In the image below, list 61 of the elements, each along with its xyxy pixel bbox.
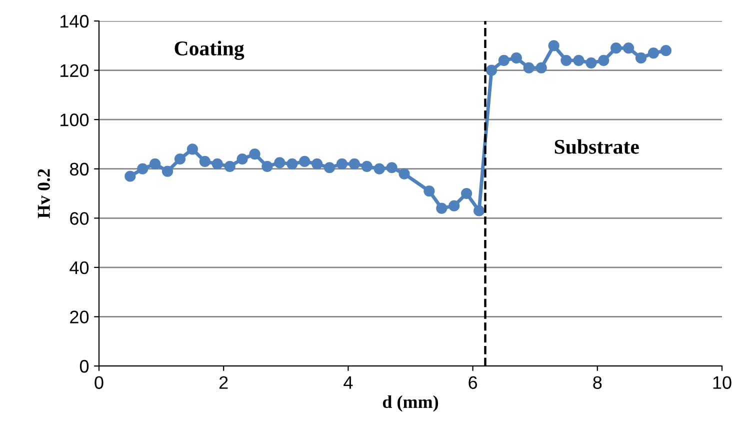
point bbox=[150, 158, 161, 170]
point bbox=[124, 170, 136, 182]
y-tick-label: 0 bbox=[80, 360, 89, 373]
point bbox=[311, 158, 323, 170]
point bbox=[212, 158, 223, 170]
point bbox=[448, 200, 460, 212]
point bbox=[610, 42, 622, 54]
point bbox=[299, 156, 310, 168]
point bbox=[336, 158, 348, 170]
point bbox=[536, 62, 547, 74]
point bbox=[461, 188, 472, 200]
annotation: Coating bbox=[174, 40, 244, 60]
point bbox=[573, 54, 584, 66]
point bbox=[374, 163, 385, 174]
point bbox=[498, 54, 510, 66]
point bbox=[622, 42, 634, 54]
point bbox=[286, 158, 298, 170]
annotation: Substrate bbox=[554, 139, 639, 154]
point bbox=[199, 156, 210, 168]
point bbox=[523, 62, 534, 74]
point bbox=[174, 153, 186, 165]
point bbox=[262, 160, 273, 172]
point bbox=[324, 162, 336, 174]
x-tick-label: 8 bbox=[593, 376, 602, 389]
point bbox=[473, 205, 485, 216]
x-tick-label: 4 bbox=[344, 376, 353, 389]
point bbox=[648, 47, 660, 59]
point bbox=[398, 168, 410, 180]
point bbox=[236, 153, 248, 165]
point bbox=[274, 157, 286, 168]
point bbox=[548, 40, 560, 52]
point bbox=[635, 52, 647, 64]
point bbox=[361, 160, 372, 172]
x-tick-label: 0 bbox=[94, 376, 104, 389]
y-tick-label: 100 bbox=[60, 114, 89, 126]
point bbox=[660, 45, 672, 56]
point bbox=[162, 166, 174, 177]
point bbox=[424, 185, 435, 197]
point bbox=[436, 202, 448, 214]
point bbox=[224, 160, 236, 172]
y-tick-label: 20 bbox=[70, 310, 89, 324]
x-axis-title: d (mm) bbox=[382, 395, 438, 412]
x-tick-label: 6 bbox=[468, 376, 478, 389]
x-tick-label: 10 bbox=[713, 376, 732, 389]
point bbox=[598, 54, 610, 66]
point bbox=[486, 64, 498, 76]
y-tick-label: 140 bbox=[60, 14, 89, 28]
x-tick-label: 2 bbox=[219, 376, 228, 389]
y-tick-label: 120 bbox=[60, 64, 89, 78]
point bbox=[249, 148, 260, 160]
point bbox=[348, 158, 360, 170]
point bbox=[586, 57, 597, 68]
y-tick-label: 80 bbox=[70, 162, 89, 176]
point bbox=[560, 54, 572, 66]
point bbox=[186, 144, 198, 155]
y-axis-title: Hv 0.2 bbox=[38, 169, 50, 218]
y-tick-label: 60 bbox=[70, 212, 89, 225]
point bbox=[137, 163, 148, 174]
point bbox=[386, 162, 398, 174]
point bbox=[510, 52, 522, 64]
y-tick-label: 40 bbox=[70, 261, 89, 274]
